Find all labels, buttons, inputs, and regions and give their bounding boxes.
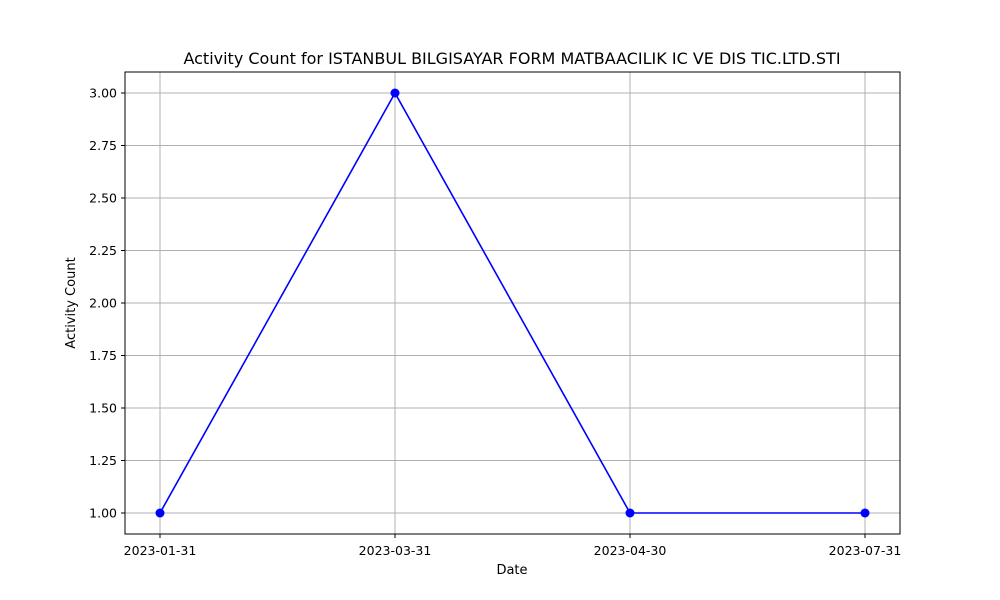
y-tick-label: 1.25: [89, 453, 117, 468]
series-line: [159, 91, 865, 514]
y-tick-label: 1.50: [89, 401, 117, 416]
y-tick-label: 1.75: [89, 348, 117, 363]
y-tick-label: 2.00: [89, 296, 117, 311]
x-axis: 2023-01-31 2023-03-31 2023-04-30 2023-07-31: [124, 534, 902, 558]
x-tick-label: 2023-01-31: [124, 543, 197, 558]
chart-title: Activity Count for ISTANBUL BILGISAYAR F…: [183, 49, 840, 68]
series-layer: [155, 88, 870, 518]
y-tick-label: 2.25: [89, 243, 117, 258]
x-axis-title: Date: [496, 563, 527, 578]
x-tick-label: 2023-03-31: [359, 543, 432, 558]
y-tick-label: 3.00: [89, 86, 117, 101]
data-point: [625, 508, 635, 518]
y-tick-label: 2.50: [89, 191, 117, 206]
data-point: [860, 508, 870, 518]
x-tick-label: 2023-07-31: [829, 543, 902, 558]
y-tick-label: 2.75: [89, 138, 117, 153]
data-point: [390, 88, 400, 98]
data-point: [155, 508, 165, 518]
y-axis: 1.00 1.25 1.50 1.75 2.00 2.25 2.50 2.75 3.00: [89, 86, 125, 521]
y-axis-title: Activity Count: [64, 257, 79, 348]
y-tick-label: 1.00: [89, 506, 117, 521]
x-tick-label: 2023-04-30: [594, 543, 667, 558]
